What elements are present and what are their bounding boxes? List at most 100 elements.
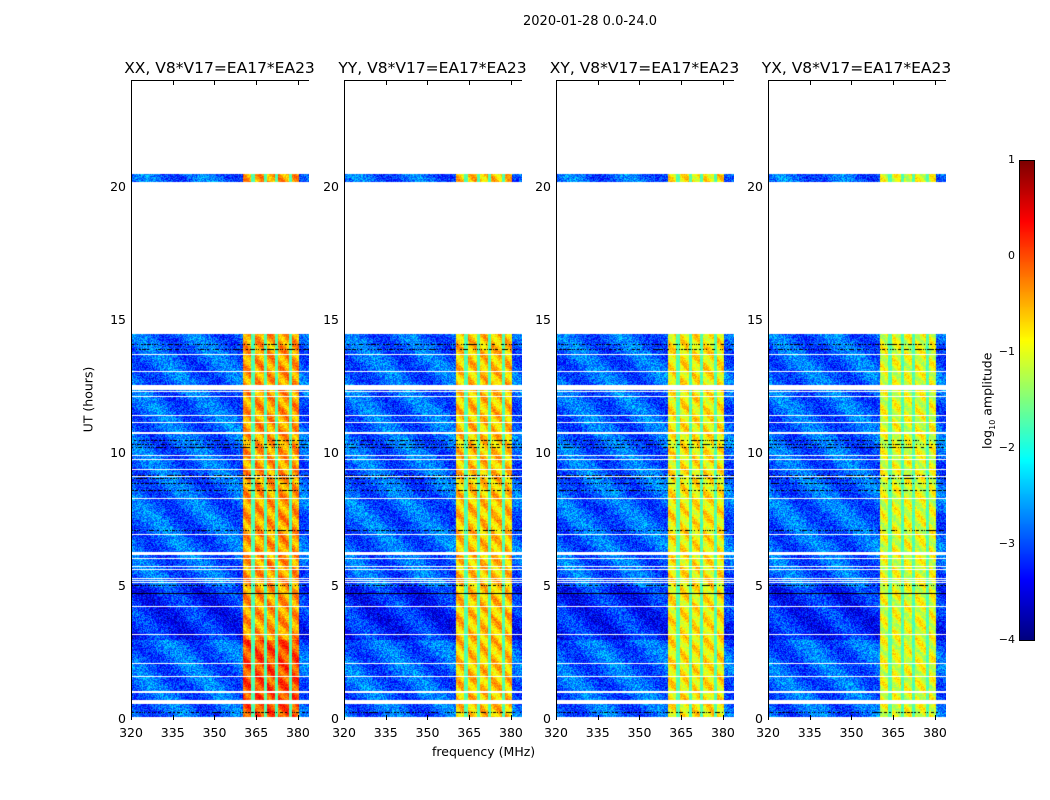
x-tick-mark bbox=[639, 715, 641, 720]
x-tick-mark bbox=[722, 80, 724, 85]
x-tick-mark bbox=[851, 715, 853, 720]
x-tick-mark bbox=[934, 715, 936, 720]
figure-title: 2020-01-28 0.0-24.0 bbox=[523, 14, 657, 29]
x-tick-label: 335 bbox=[373, 725, 398, 740]
x-tick-mark bbox=[214, 715, 216, 720]
x-tick-label: 335 bbox=[585, 725, 610, 740]
heatmap-image bbox=[132, 81, 309, 720]
x-tick-mark bbox=[427, 80, 429, 85]
x-tick-label: 320 bbox=[544, 725, 568, 740]
x-tick-mark bbox=[172, 80, 174, 85]
x-tick-label: 350 bbox=[627, 725, 652, 740]
y-tick-label: 0 bbox=[755, 711, 763, 726]
x-tick-mark bbox=[297, 80, 299, 85]
y-tick-label: 5 bbox=[118, 577, 126, 593]
x-tick-mark bbox=[469, 715, 471, 720]
colorbar-tick-label: −1 bbox=[998, 345, 1015, 358]
x-tick-mark bbox=[427, 715, 429, 720]
heatmap-image bbox=[769, 81, 946, 720]
x-tick-label: 380 bbox=[499, 725, 523, 740]
y-tick-label: 10 bbox=[323, 444, 339, 460]
y-tick-label: 20 bbox=[323, 178, 339, 194]
x-tick-label: 365 bbox=[457, 725, 482, 740]
x-tick-mark bbox=[893, 715, 895, 720]
x-tick-mark bbox=[809, 715, 811, 720]
colorbar-tick-label: −4 bbox=[998, 633, 1015, 646]
x-tick-label: 365 bbox=[669, 725, 694, 740]
x-tick-label: 380 bbox=[923, 725, 947, 740]
x-tick-mark bbox=[893, 80, 895, 85]
y-tick-label: 5 bbox=[331, 577, 339, 593]
x-tick-mark bbox=[681, 80, 683, 85]
x-tick-mark bbox=[469, 80, 471, 85]
x-tick-mark bbox=[556, 715, 557, 720]
waterfall-panel bbox=[556, 80, 734, 720]
x-axis-label: frequency (MHz) bbox=[432, 744, 536, 759]
x-tick-mark bbox=[131, 80, 132, 85]
y-tick-label: 5 bbox=[543, 577, 551, 593]
y-tick-label: 20 bbox=[747, 178, 763, 194]
x-tick-mark bbox=[597, 715, 599, 720]
panel-title: XX, V8*V17=EA17*EA23 bbox=[124, 59, 315, 77]
x-tick-label: 335 bbox=[160, 725, 185, 740]
y-axis-label: UT (hours) bbox=[80, 366, 96, 433]
x-tick-mark bbox=[639, 80, 641, 85]
x-tick-mark bbox=[681, 715, 683, 720]
x-tick-mark bbox=[256, 80, 258, 85]
x-tick-label: 350 bbox=[202, 725, 227, 740]
x-tick-label: 320 bbox=[332, 725, 356, 740]
x-tick-mark bbox=[851, 80, 853, 85]
panel-title: XY, V8*V17=EA17*EA23 bbox=[549, 59, 740, 77]
y-tick-label: 15 bbox=[110, 311, 126, 327]
x-tick-mark bbox=[722, 715, 724, 720]
x-tick-label: 380 bbox=[711, 725, 735, 740]
colorbar-tick-label: 0 bbox=[1008, 249, 1015, 262]
panel-title: YY, V8*V17=EA17*EA23 bbox=[338, 59, 527, 77]
x-tick-label: 335 bbox=[797, 725, 822, 740]
heatmap-image bbox=[345, 81, 522, 720]
x-tick-mark bbox=[385, 80, 387, 85]
x-tick-mark bbox=[256, 715, 258, 720]
colorbar-tick-label: −2 bbox=[998, 441, 1015, 454]
y-tick-label: 20 bbox=[110, 178, 126, 194]
colorbar-tick-label: 1 bbox=[1008, 153, 1015, 166]
x-tick-mark bbox=[214, 80, 216, 85]
colorbar bbox=[1019, 160, 1035, 641]
x-tick-label: 365 bbox=[244, 725, 269, 740]
y-tick-label: 15 bbox=[323, 311, 339, 327]
x-tick-label: 365 bbox=[881, 725, 906, 740]
x-tick-mark bbox=[597, 80, 599, 85]
x-tick-mark bbox=[510, 715, 512, 720]
waterfall-panel bbox=[768, 80, 946, 720]
x-tick-mark bbox=[172, 715, 174, 720]
x-tick-label: 350 bbox=[415, 725, 440, 740]
y-tick-label: 20 bbox=[535, 178, 551, 194]
y-tick-label: 0 bbox=[543, 711, 551, 726]
x-tick-label: 380 bbox=[286, 725, 310, 740]
x-tick-label: 350 bbox=[839, 725, 864, 740]
x-tick-mark bbox=[297, 715, 299, 720]
x-tick-mark bbox=[934, 80, 936, 85]
x-tick-mark bbox=[344, 715, 345, 720]
colorbar-gradient bbox=[1020, 161, 1034, 640]
y-tick-label: 10 bbox=[747, 444, 763, 460]
x-tick-mark bbox=[510, 80, 512, 85]
y-tick-label: 10 bbox=[110, 444, 126, 460]
x-tick-mark bbox=[768, 80, 769, 85]
colorbar-tick-label: −3 bbox=[998, 537, 1015, 550]
x-tick-mark bbox=[556, 80, 557, 85]
x-tick-mark bbox=[809, 80, 811, 85]
y-tick-label: 5 bbox=[755, 577, 763, 593]
y-tick-label: 15 bbox=[747, 311, 763, 327]
x-tick-label: 320 bbox=[756, 725, 780, 740]
x-tick-label: 320 bbox=[119, 725, 143, 740]
y-tick-label: 10 bbox=[535, 444, 551, 460]
heatmap-image bbox=[557, 81, 734, 720]
waterfall-panel bbox=[131, 80, 309, 720]
waterfall-panel bbox=[344, 80, 522, 720]
x-tick-mark bbox=[131, 715, 132, 720]
y-tick-label: 0 bbox=[118, 711, 126, 726]
panel-title: YX, V8*V17=EA17*EA23 bbox=[761, 59, 952, 77]
x-tick-mark bbox=[344, 80, 345, 85]
